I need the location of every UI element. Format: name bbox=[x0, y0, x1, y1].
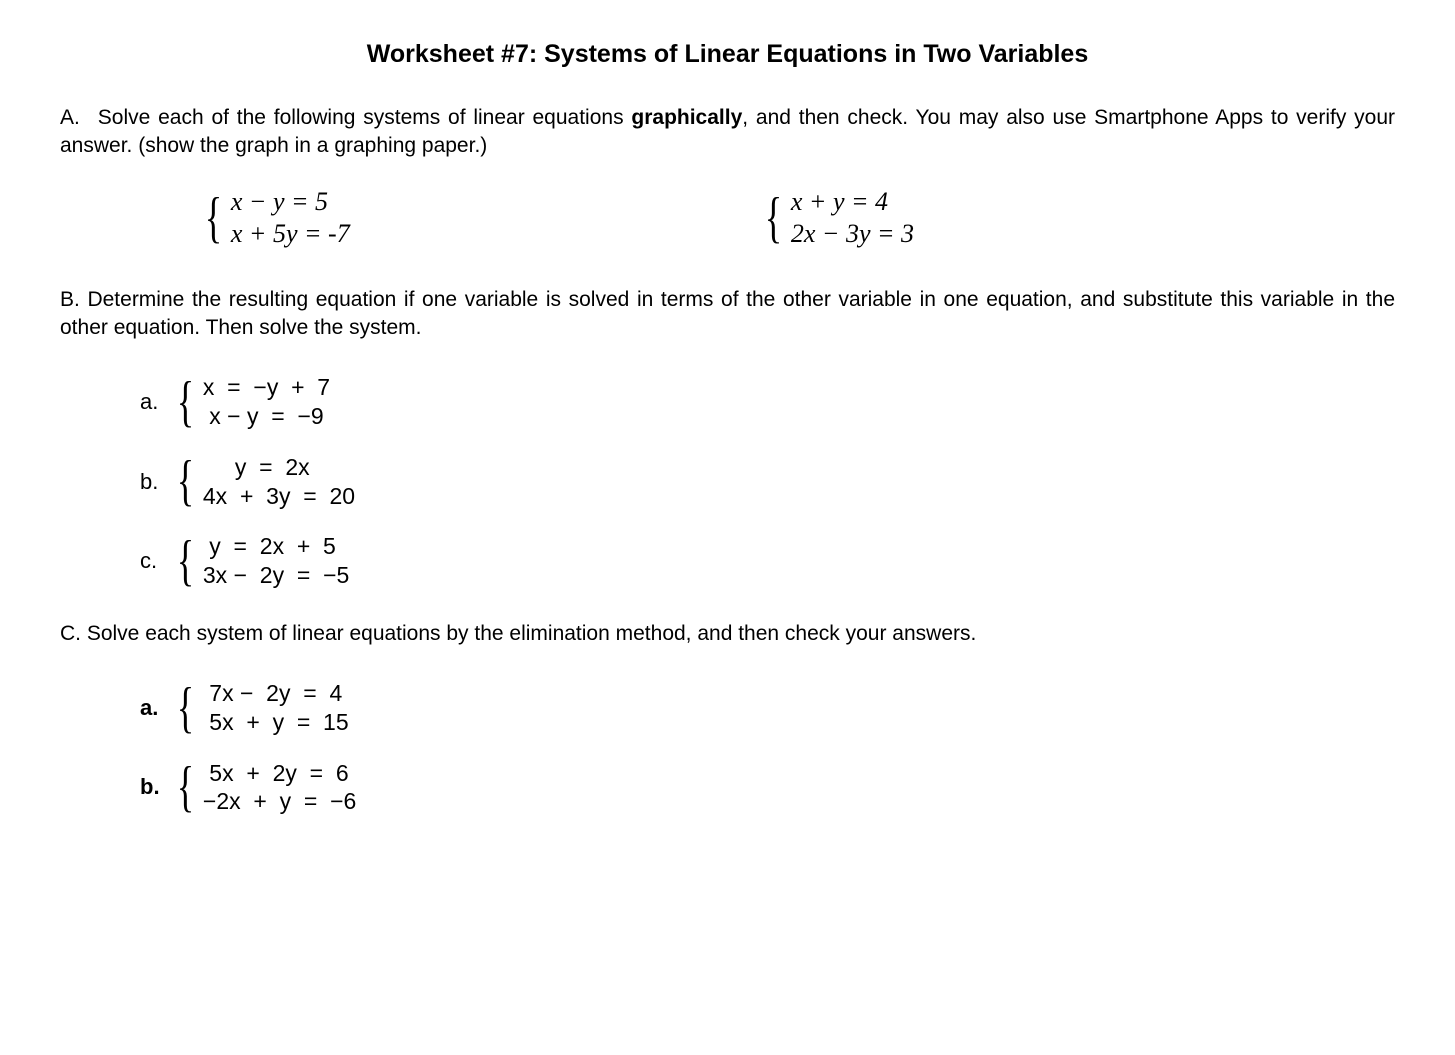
problem-c-b-eq1: 5x + 2y = 6 bbox=[203, 759, 356, 788]
problem-b-c-eq2: 3x − 2y = −5 bbox=[203, 561, 349, 590]
section-a-text-before: Solve each of the following systems of l… bbox=[98, 106, 632, 129]
brace-icon: { bbox=[765, 196, 782, 241]
section-c-heading: C. Solve each system of linear equations… bbox=[60, 620, 1395, 648]
problem-c-b-eq2: −2x + y = −6 bbox=[203, 787, 356, 816]
system-a2: { x + y = 4 2x − 3y = 3 bbox=[760, 186, 1395, 251]
section-a-bold: graphically bbox=[631, 106, 742, 129]
brace-icon: { bbox=[177, 686, 194, 731]
system-a1-eq1: x − y = 5 bbox=[231, 186, 350, 219]
problem-b-a-eq1: x = −y + 7 bbox=[203, 373, 330, 402]
section-b-problems: a. { x = −y + 7 x − y = −9 b. { y = 2x 4… bbox=[140, 373, 1395, 590]
problem-label: a. bbox=[140, 695, 172, 721]
problem-b-a-eq2: x − y = −9 bbox=[203, 402, 330, 431]
problem-b-a: a. { x = −y + 7 x − y = −9 bbox=[140, 373, 1395, 431]
problem-label: b. bbox=[140, 774, 172, 800]
system-a2-eq1: x + y = 4 bbox=[791, 186, 914, 219]
problem-b-b-eq2: 4x + 3y = 20 bbox=[203, 482, 355, 511]
section-a-lead: A. bbox=[60, 104, 90, 132]
problem-label: a. bbox=[140, 389, 172, 415]
section-c-problems: a. { 7x − 2y = 4 5x + y = 15 b. { 5x + 2… bbox=[140, 679, 1395, 816]
problem-c-b: b. { 5x + 2y = 6 −2x + y = −6 bbox=[140, 759, 1395, 817]
problem-label: c. bbox=[140, 548, 172, 574]
system-a1-eq2: x + 5y = -7 bbox=[231, 218, 350, 251]
problem-b-c: c. { y = 2x + 5 3x − 2y = −5 bbox=[140, 532, 1395, 590]
brace-icon: { bbox=[177, 765, 194, 810]
worksheet-title: Worksheet #7: Systems of Linear Equation… bbox=[60, 40, 1395, 69]
brace-icon: { bbox=[177, 539, 194, 584]
brace-icon: { bbox=[177, 459, 194, 504]
problem-b-b: b. { y = 2x 4x + 3y = 20 bbox=[140, 453, 1395, 511]
brace-icon: { bbox=[177, 380, 194, 425]
problem-c-a-eq1: 7x − 2y = 4 bbox=[203, 679, 349, 708]
problem-b-b-eq1: y = 2x bbox=[203, 453, 355, 482]
problem-c-a: a. { 7x − 2y = 4 5x + y = 15 bbox=[140, 679, 1395, 737]
section-a-heading: A. Solve each of the following systems o… bbox=[60, 104, 1395, 161]
system-a2-eq2: 2x − 3y = 3 bbox=[791, 218, 914, 251]
section-a-systems: { x − y = 5 x + 5y = -7 { x + y = 4 2x −… bbox=[200, 186, 1395, 251]
section-b-heading: B. Determine the resulting equation if o… bbox=[60, 286, 1395, 343]
brace-icon: { bbox=[205, 196, 222, 241]
system-a1: { x − y = 5 x + 5y = -7 bbox=[200, 186, 760, 251]
problem-b-c-eq1: y = 2x + 5 bbox=[203, 532, 349, 561]
problem-label: b. bbox=[140, 469, 172, 495]
problem-c-a-eq2: 5x + y = 15 bbox=[203, 708, 349, 737]
